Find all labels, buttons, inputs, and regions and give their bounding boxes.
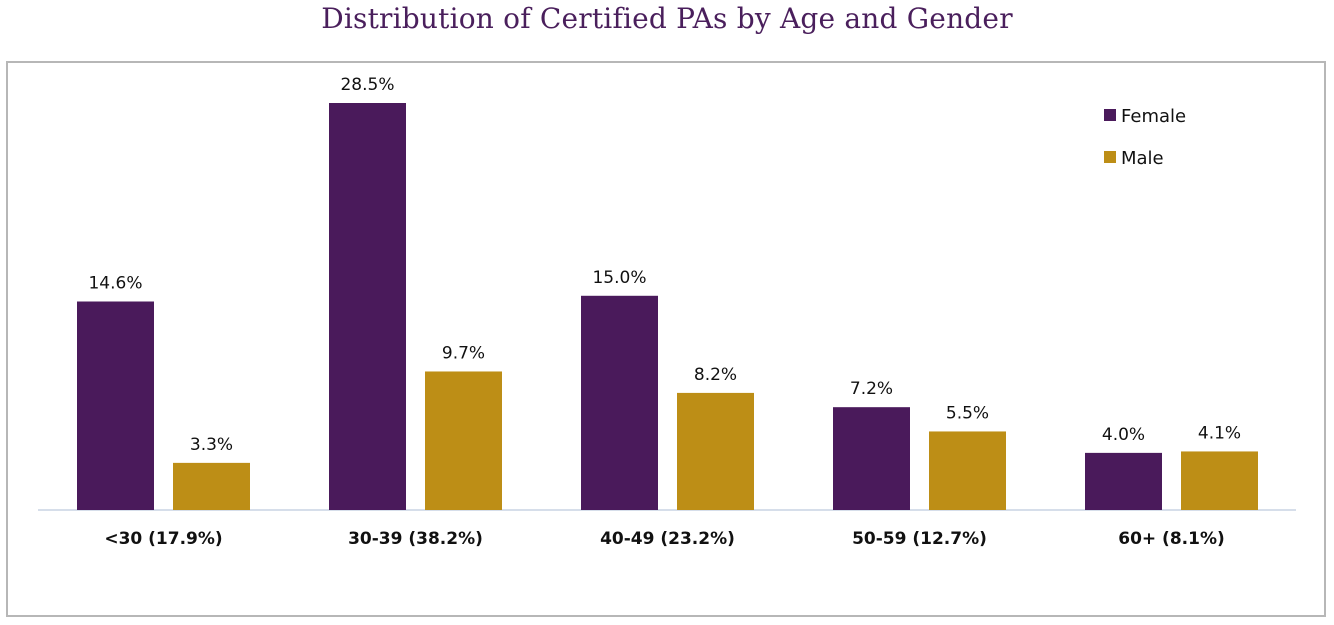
- data-label-female-3: 7.2%: [850, 379, 893, 399]
- legend-label-female: Female: [1121, 106, 1186, 127]
- category-label-2: 40-49 (23.2%): [600, 529, 735, 549]
- data-label-female-4: 4.0%: [1102, 425, 1145, 445]
- bar-male-1: [425, 371, 502, 510]
- data-label-male-2: 8.2%: [694, 365, 737, 385]
- chart-title: Distribution of Certified PAs by Age and…: [321, 2, 1013, 35]
- bar-female-4: [1085, 452, 1162, 510]
- category-label-4: 60+ (8.1%): [1118, 529, 1225, 549]
- category-label-0: <30 (17.9%): [104, 529, 222, 549]
- category-label-1: 30-39 (38.2%): [348, 529, 483, 549]
- legend-swatch-male: [1104, 151, 1116, 163]
- data-label-male-1: 9.7%: [442, 343, 485, 363]
- data-label-female-1: 28.5%: [340, 75, 394, 95]
- data-label-female-2: 15.0%: [592, 268, 646, 288]
- bar-female-2: [581, 295, 658, 510]
- data-label-male-3: 5.5%: [946, 403, 989, 423]
- bar-female-1: [329, 103, 406, 510]
- bar-female-3: [833, 407, 910, 510]
- data-label-male-4: 4.1%: [1198, 423, 1241, 443]
- bar-male-2: [677, 392, 754, 510]
- bar-male-0: [173, 462, 250, 510]
- bar-female-0: [77, 301, 154, 510]
- legend-swatch-female: [1104, 109, 1116, 121]
- data-label-female-0: 14.6%: [88, 274, 142, 294]
- bar-male-4: [1181, 451, 1258, 510]
- data-label-male-0: 3.3%: [190, 435, 233, 455]
- bar-male-3: [929, 431, 1006, 510]
- legend-label-male: Male: [1121, 148, 1164, 169]
- category-label-3: 50-59 (12.7%): [852, 529, 987, 549]
